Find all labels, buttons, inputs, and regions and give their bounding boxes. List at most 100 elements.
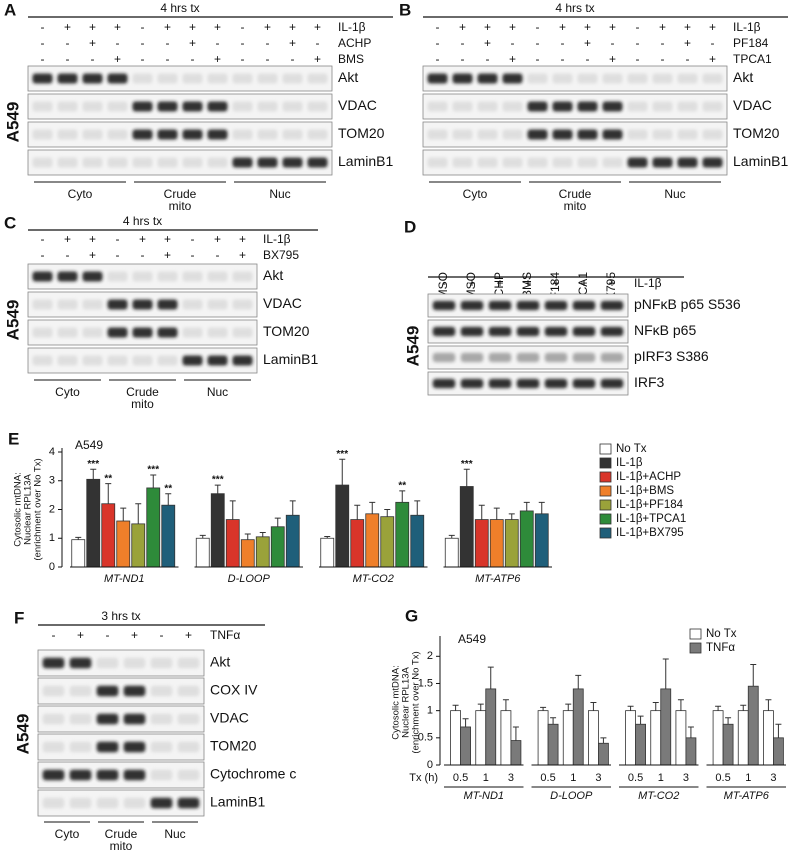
panel-label: C [4,213,16,232]
treatment-sign: + [214,232,221,246]
treatment-sign: - [686,52,690,66]
band [82,355,103,366]
treatment-sign: - [461,52,465,66]
band [57,101,78,112]
band [132,157,153,168]
treatment-sign: - [241,20,245,34]
x-tick-label: MT-ND1 [104,573,145,585]
band [42,713,65,725]
treatment-sign: - [291,52,295,66]
treatment-sign: + [214,20,221,34]
band [502,101,523,112]
band-label: COX IV [210,682,258,698]
band [627,101,648,112]
band [577,73,598,84]
band [307,101,328,112]
band [207,73,228,84]
treatment-label: BMS [338,52,364,66]
band [177,713,200,725]
error-bar [627,705,634,711]
treatment-sign: - [41,232,45,246]
bar [460,726,471,766]
bar [625,710,636,766]
band [544,378,568,389]
treatment-sign: - [436,52,440,66]
treatment-sign: + [189,20,196,34]
band [42,685,65,697]
error-bar [452,704,459,711]
error-bar [229,500,236,520]
treatment-sign: + [580,276,587,290]
error-bar [165,493,172,506]
treatment-sign: - [141,36,145,50]
treatment-sign: + [214,52,221,66]
treatment-sign: + [89,36,96,50]
error-bar [214,484,221,494]
band [123,685,146,697]
band [627,129,648,140]
band [477,101,498,112]
treatment-sign: + [185,628,192,642]
band [150,657,173,669]
treatment-sign: + [524,276,531,290]
band [123,657,146,669]
treatment-sign: + [314,20,321,34]
error-bar [740,704,747,711]
treatment-sign: - [486,52,490,66]
band [552,157,573,168]
band [182,355,203,366]
legend-swatch [599,513,612,525]
error-bar [765,699,772,711]
band [527,101,548,112]
error-bar [715,705,722,711]
bar [270,526,285,568]
band [677,129,698,140]
band [42,769,65,781]
band [69,769,92,781]
band [477,129,498,140]
band [157,271,178,282]
band [182,73,203,84]
band [232,299,253,310]
error-bar [135,503,142,524]
treatment-sign: + [684,20,691,34]
x-axis-label: Tx (h) [409,772,438,784]
group-label: MT-ND1 [463,790,504,802]
band [432,326,456,337]
blot-frame [422,121,728,148]
band [502,157,523,168]
bar [685,737,697,766]
band [577,129,598,140]
fraction-label: Cyto [55,827,80,841]
x-tick-label: MT-CO2 [353,573,394,585]
band [57,327,78,338]
band [182,129,203,140]
band [32,271,53,282]
error-bar [523,501,530,511]
treatment-label: IL-1β [733,20,761,34]
legend-label: IL-1β+ACHP [616,471,681,483]
band [552,73,573,84]
treatment-sign: - [66,248,70,262]
treatment-sign: - [511,36,515,50]
band [157,355,178,366]
band [57,271,78,282]
band [32,129,53,140]
blot-frame [27,93,333,120]
y-tick-label: 3 [49,475,55,487]
band [123,713,146,725]
treatment-sign: + [608,276,615,290]
band [132,299,153,310]
fraction-label: Crude [559,187,592,201]
treatment-sign: - [436,36,440,50]
treatment-label: IL-1β [263,232,291,246]
legend-label: IL-1β+PF184 [616,499,684,511]
bar [572,688,584,766]
bar [712,710,724,766]
y-tick-label: 1.5 [418,677,433,689]
treatment-sign: + [114,52,121,66]
legend-label: IL-1β+BX795 [616,527,684,539]
x-tick-label: 3 [508,772,514,784]
band [652,157,673,168]
band [232,271,253,282]
